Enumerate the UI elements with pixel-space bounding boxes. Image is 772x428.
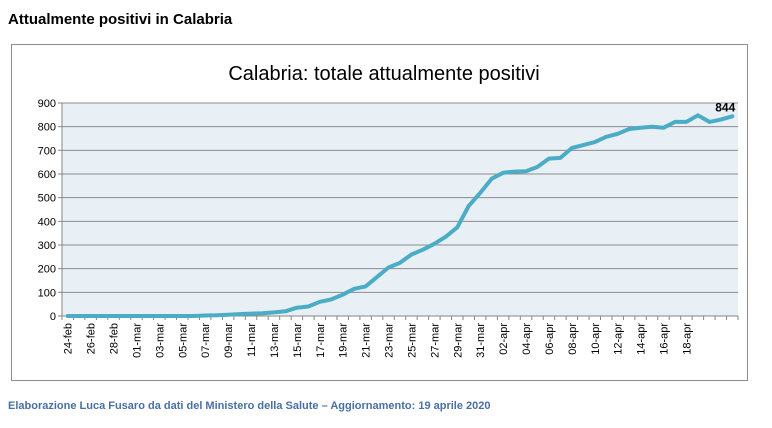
series-line [65,113,735,318]
x-tick-label: 12-apr [613,323,625,355]
x-tick-label: 27-mar [429,323,441,358]
y-tick-label: 800 [38,122,56,134]
x-tick-label: 05-mar [177,323,189,358]
x-tick-label: 24-feb [63,323,75,354]
x-tick-label: 18-apr [681,323,693,355]
x-tick-label: 02-apr [498,323,510,355]
plot-area [62,103,738,316]
x-tick-label: 19-mar [338,323,350,358]
y-tick-label: 700 [38,145,56,157]
y-tick-label: 100 [38,287,56,299]
x-tick-label: 26-feb [86,323,98,354]
data-label-last: 844 [715,100,735,114]
chart-title: Calabria: totale attualmente positivi [228,63,539,85]
x-tick-label: 15-mar [292,323,304,358]
y-tick-label: 400 [38,216,56,228]
x-tick-label: 29-mar [452,323,464,358]
y-tick-label: 200 [38,264,56,276]
x-tick-label: 13-mar [269,323,281,358]
x-tick-label: 04-apr [521,323,533,355]
x-tick-label: 09-mar [223,323,235,358]
x-tick-label: 11-mar [246,323,258,357]
x-tick-label: 03-mar [154,323,166,358]
x-tick-label: 06-apr [544,323,556,355]
x-tick-label: 25-mar [406,323,418,358]
line-chart: Calabria: totale attualmente positivi 01… [38,63,739,358]
x-tick-label: 14-apr [636,323,648,355]
y-tick-label: 0 [50,311,56,323]
x-tick-label: 07-mar [200,323,212,358]
x-tick-label: 16-apr [659,323,671,355]
x-tick-label: 28-feb [109,323,121,354]
footer-credit: Elaborazione Luca Fusaro da dati del Min… [8,400,491,412]
y-tick-label: 300 [38,240,56,252]
x-tick-label: 21-mar [361,323,373,358]
x-tick-label: 23-mar [384,323,396,358]
y-tick-label: 600 [38,169,56,181]
x-tick-label: 01-mar [131,323,143,358]
x-tick-label: 31-mar [475,323,487,358]
x-tick-label: 10-apr [590,323,602,355]
y-tick-label: 900 [38,98,56,110]
x-tick-label: 17-mar [315,323,327,358]
x-tick-label: 08-apr [567,323,579,355]
y-tick-label: 500 [38,193,56,205]
page-title: Attualmente positivi in Calabria [8,11,233,28]
